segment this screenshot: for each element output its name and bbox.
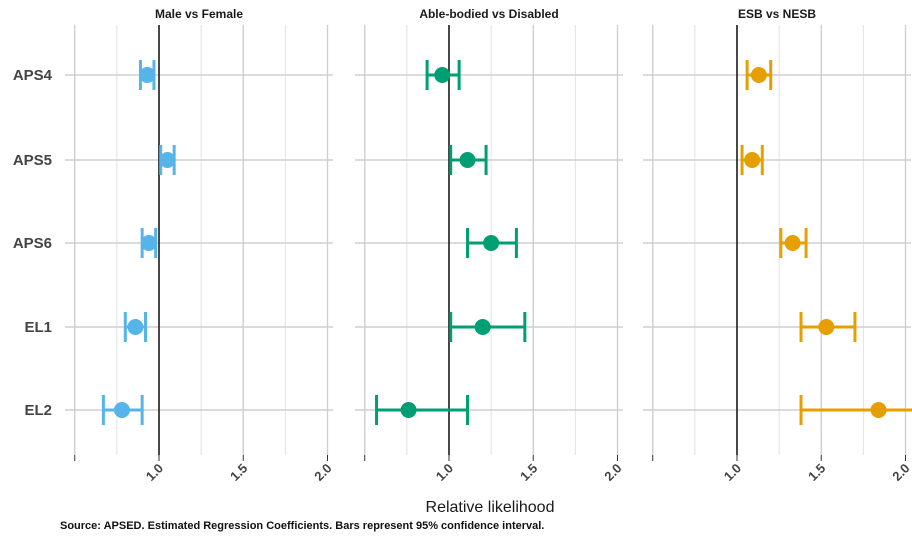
panel-title: Male vs Female bbox=[155, 7, 243, 21]
y-tick-label: APS6 bbox=[13, 235, 52, 252]
chart-caption: Source: APSED. Estimated Regression Coef… bbox=[60, 520, 545, 532]
x-tick-label: 1.0 bbox=[433, 461, 456, 484]
x-tick-label: 1.5 bbox=[227, 461, 250, 484]
y-tick-label: APS5 bbox=[13, 152, 52, 169]
estimate-point bbox=[750, 67, 767, 83]
x-tick-label: 1.5 bbox=[805, 461, 828, 484]
x-tick-label: 2.0 bbox=[601, 461, 624, 484]
estimate-point bbox=[159, 152, 176, 168]
estimate-point bbox=[400, 402, 417, 418]
estimate-point bbox=[818, 319, 835, 335]
y-tick-label: EL2 bbox=[24, 402, 52, 419]
estimate-point bbox=[474, 319, 491, 335]
x-tick-label: 2.0 bbox=[311, 461, 334, 484]
estimate-point bbox=[784, 235, 801, 251]
panel-title: Able-bodied vs Disabled bbox=[419, 7, 558, 21]
y-tick-label: APS4 bbox=[13, 67, 53, 84]
estimate-point bbox=[127, 319, 144, 335]
x-tick-label: 2.0 bbox=[889, 461, 912, 484]
estimate-point bbox=[434, 67, 451, 83]
estimate-point bbox=[139, 67, 156, 83]
estimate-point bbox=[744, 152, 761, 168]
x-tick-label: 1.0 bbox=[721, 461, 744, 484]
panel-title: ESB vs NESB bbox=[738, 7, 816, 21]
x-tick-label: 1.5 bbox=[517, 461, 540, 484]
y-tick-label: EL1 bbox=[24, 319, 52, 336]
estimate-point bbox=[483, 235, 500, 251]
estimate-point bbox=[459, 152, 476, 168]
estimate-point bbox=[140, 235, 157, 251]
estimate-point bbox=[113, 402, 130, 418]
estimate-point bbox=[870, 402, 887, 418]
x-tick-label: 1.0 bbox=[143, 461, 166, 484]
x-axis-title: Relative likelihood bbox=[426, 499, 555, 516]
